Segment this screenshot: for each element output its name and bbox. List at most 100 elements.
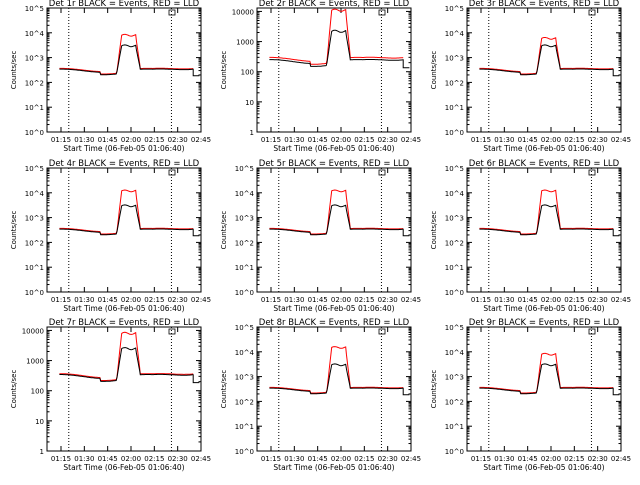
x-tick-label: 02:15 [564, 455, 584, 463]
x-axis-label: Start Time (06-Feb-05 01:06:40) [483, 463, 604, 472]
y-tick-label: 10^0 [445, 448, 464, 456]
x-tick-label: 02:15 [144, 136, 164, 144]
y-tick-label: 10^4 [445, 30, 465, 38]
x-tick-label: 01:45 [98, 136, 118, 144]
panel-title: Det 9r BLACK = Events, RED = LLD [469, 318, 620, 328]
x-tick-label: 01:30 [284, 136, 304, 144]
x-axis-label: Start Time (06-Feb-05 01:06:40) [273, 144, 394, 153]
plot-frame [46, 326, 202, 452]
y-tick-label: 1000 [236, 39, 254, 47]
y-tick-label: 10^2 [25, 239, 44, 247]
y-tick-label: 10^2 [235, 239, 254, 247]
x-tick-label: 02:45 [611, 455, 631, 463]
y-axis-label: Counts/sec [220, 370, 228, 409]
x-tick-label: 02:45 [401, 296, 421, 304]
panel-det-5r: Det 5r BLACK = Events, RED = LLD Counts/s… [220, 159, 421, 313]
y-tick-label: 100 [31, 388, 44, 396]
x-tick-label: 01:30 [284, 455, 304, 463]
y-tick-label: 10^1 [445, 423, 464, 431]
x-axis-label: Start Time (06-Feb-05 01:06:40) [63, 144, 184, 153]
x-tick-label: 02:45 [401, 136, 421, 144]
x-tick-label: 02:00 [541, 455, 561, 463]
x-tick-label: 02:00 [121, 455, 141, 463]
panel-det-4r: Det 4r BLACK = Events, RED = LLD Counts/s… [10, 159, 211, 313]
series-line-lld [479, 352, 614, 394]
y-tick-label: 10^2 [445, 79, 464, 87]
y-axis-label: Counts/sec [220, 211, 228, 250]
y-tick-label: 10^4 [25, 190, 45, 198]
marker-box [588, 328, 596, 335]
x-tick-label: 02:15 [564, 136, 584, 144]
x-tick-label: 01:15 [261, 136, 281, 144]
x-tick-label: 01:45 [308, 455, 328, 463]
y-tick-label: 10^0 [25, 129, 44, 137]
y-tick-label: 10^5 [445, 165, 464, 173]
x-tick-label: 01:15 [51, 136, 71, 144]
plot-frame [256, 167, 412, 293]
y-tick-label: 10^0 [25, 289, 44, 297]
marker-box [588, 169, 596, 176]
plot-frame [466, 167, 622, 293]
y-tick-label: 10^4 [445, 349, 465, 357]
y-tick-label: 10 [35, 418, 44, 426]
y-tick-label: 10^1 [235, 423, 254, 431]
series-line-events [59, 204, 200, 237]
panel-det-2r: Det 2r BLACK = Events, RED = LLD Counts/s… [220, 0, 421, 153]
y-tick-label: 100 [241, 69, 254, 77]
x-tick-label: 02:00 [331, 455, 351, 463]
y-tick-label: 10^2 [445, 239, 464, 247]
x-tick-label: 02:15 [144, 296, 164, 304]
panel-title: Det 3r BLACK = Events, RED = LLD [469, 0, 620, 9]
x-tick-label: 01:15 [471, 455, 491, 463]
x-tick-label: 02:30 [168, 136, 188, 144]
y-tick-label: 10^4 [235, 349, 255, 357]
x-tick-label: 02:30 [168, 296, 188, 304]
y-axis-label: Counts/sec [430, 370, 438, 409]
x-axis-label: Start Time (06-Feb-05 01:06:40) [483, 304, 604, 313]
x-tick-label: 01:30 [284, 296, 304, 304]
marker-box [168, 328, 176, 335]
x-tick-label: 02:45 [611, 296, 631, 304]
marker-box [168, 169, 176, 176]
x-axis-label: Start Time (06-Feb-05 01:06:40) [63, 304, 184, 313]
x-tick-label: 01:15 [51, 455, 71, 463]
y-tick-label: 10^5 [235, 165, 254, 173]
y-tick-label: 10^5 [25, 5, 44, 13]
y-tick-label: 10^0 [445, 129, 464, 137]
x-tick-label: 02:15 [354, 136, 374, 144]
y-tick-label: 10^0 [235, 289, 254, 297]
y-tick-label: 1 [250, 129, 254, 137]
x-axis-label: Start Time (06-Feb-05 01:06:40) [63, 463, 184, 472]
series-line-lld [59, 33, 194, 75]
y-tick-label: 10000 [232, 8, 254, 16]
x-tick-label: 02:30 [168, 455, 188, 463]
x-tick-label: 02:15 [354, 296, 374, 304]
marker-box [588, 9, 596, 16]
x-tick-label: 01:30 [74, 136, 94, 144]
x-tick-label: 01:15 [51, 296, 71, 304]
x-tick-label: 02:30 [378, 296, 398, 304]
marker-box [378, 169, 386, 176]
x-tick-label: 02:30 [378, 136, 398, 144]
x-tick-label: 02:15 [564, 296, 584, 304]
y-axis-label: Counts/sec [430, 211, 438, 250]
x-tick-label: 02:45 [191, 296, 211, 304]
x-tick-label: 01:15 [471, 296, 491, 304]
panel-det-8r: Det 8r BLACK = Events, RED = LLD Counts/s… [220, 318, 421, 472]
plot-frame [466, 7, 622, 133]
y-tick-label: 10000 [22, 327, 44, 335]
y-tick-label: 10^0 [445, 289, 464, 297]
panel-title: Det 8r BLACK = Events, RED = LLD [259, 318, 410, 328]
series-line-events [479, 204, 620, 237]
y-tick-label: 10^3 [445, 55, 464, 63]
panel-det-3r: Det 3r BLACK = Events, RED = LLD Counts/s… [430, 0, 631, 153]
series-line-lld [269, 8, 404, 65]
panel-title: Det 4r BLACK = Events, RED = LLD [49, 159, 200, 169]
y-tick-label: 10^3 [445, 374, 464, 382]
series-line-events [479, 363, 620, 396]
x-tick-label: 01:15 [471, 136, 491, 144]
y-tick-label: 10^2 [445, 398, 464, 406]
x-tick-label: 02:30 [588, 455, 608, 463]
panel-title: Det 1r BLACK = Events, RED = LLD [49, 0, 200, 9]
